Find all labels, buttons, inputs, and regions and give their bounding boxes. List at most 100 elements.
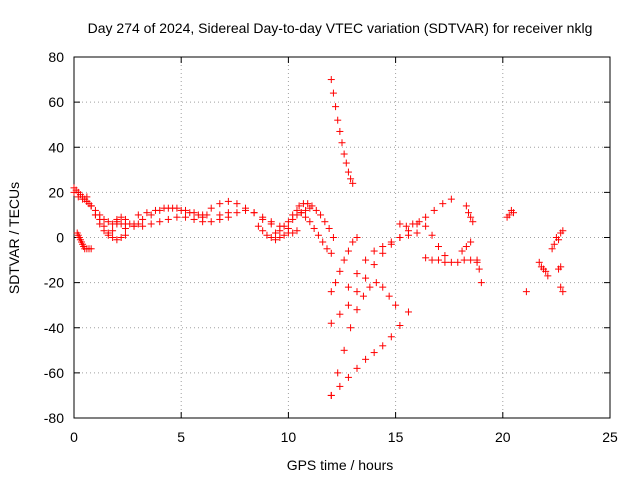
data-point	[347, 324, 355, 332]
data-point	[359, 292, 367, 300]
data-point	[276, 227, 284, 235]
data-point	[280, 222, 288, 230]
data-point	[308, 202, 316, 210]
data-point	[422, 222, 430, 230]
data-point	[447, 195, 455, 203]
data-point	[462, 243, 470, 251]
data-point	[121, 224, 129, 232]
data-point	[353, 306, 361, 314]
tick-labels: 0 5 10 15 20 25 -80 -60 -40 -20 0 20 40 60 80	[44, 49, 618, 445]
data-point	[340, 256, 348, 264]
data-point	[342, 159, 350, 167]
series-pass-q	[327, 308, 412, 399]
data-point	[327, 391, 335, 399]
data-point	[467, 213, 475, 221]
y-tick-label: 40	[48, 139, 64, 155]
series-pass-x	[458, 238, 485, 287]
series-pass-w	[462, 202, 477, 226]
data-point	[117, 234, 125, 241]
data-point	[385, 292, 393, 300]
data-point	[272, 229, 280, 237]
data-point	[396, 234, 404, 241]
data-point	[181, 213, 189, 221]
data-point	[151, 206, 159, 214]
data-point	[284, 218, 292, 226]
data-point	[454, 258, 462, 266]
data-point	[100, 222, 108, 230]
data-point	[224, 209, 232, 217]
data-point	[186, 209, 194, 217]
data-point	[404, 227, 412, 235]
series-pass-f	[113, 213, 232, 230]
data-point	[370, 349, 378, 357]
data-point	[250, 209, 258, 217]
data-point	[306, 218, 314, 226]
data-point	[242, 206, 250, 214]
series-pass-e	[91, 211, 129, 244]
series-pass-v	[422, 254, 481, 266]
series-pass-p	[327, 234, 361, 296]
data-point	[173, 213, 181, 221]
x-axis-label: GPS time / hours	[287, 457, 394, 473]
data-point	[379, 342, 387, 350]
data-point	[550, 240, 558, 248]
data-point	[349, 238, 357, 246]
y-tick-label: 0	[56, 230, 64, 246]
series-pass-d	[83, 193, 142, 239]
data-point	[353, 364, 361, 372]
data-point	[542, 267, 550, 275]
data-point	[113, 236, 121, 244]
data-point	[104, 218, 112, 226]
data-point	[557, 283, 565, 291]
data-point	[254, 222, 262, 230]
data-point	[317, 211, 325, 219]
data-point	[422, 254, 430, 262]
data-point	[353, 288, 361, 296]
series-pass-y	[503, 206, 518, 221]
data-point	[379, 283, 387, 291]
data-point	[404, 308, 412, 316]
data-point	[117, 213, 125, 221]
data-point	[428, 231, 436, 239]
series-pass-t	[344, 195, 455, 291]
data-point	[190, 215, 198, 223]
data-point	[293, 206, 301, 214]
data-points	[70, 76, 567, 399]
data-point	[353, 270, 361, 278]
data-point	[338, 139, 346, 147]
data-point	[327, 288, 335, 296]
data-point	[336, 310, 344, 318]
data-point	[332, 279, 340, 287]
data-point	[310, 224, 318, 232]
data-point	[559, 288, 567, 296]
data-point	[121, 231, 129, 239]
data-point	[314, 231, 322, 239]
data-point	[233, 200, 241, 208]
data-point	[439, 200, 447, 208]
chart-title: Day 274 of 2024, Sidereal Day-to-day VTE…	[88, 20, 593, 36]
x-tick-label: 10	[281, 429, 297, 445]
data-point	[434, 243, 442, 251]
data-point	[319, 238, 327, 246]
data-point	[340, 150, 348, 158]
data-point	[312, 206, 320, 214]
data-point	[327, 319, 335, 327]
data-point	[91, 211, 99, 219]
grid	[74, 57, 610, 418]
data-point	[370, 261, 378, 269]
data-point	[349, 179, 357, 187]
y-tick-label: -40	[44, 320, 64, 336]
data-point	[329, 234, 337, 241]
data-point	[336, 127, 344, 135]
series-pass-j	[216, 206, 292, 232]
data-point	[387, 238, 395, 246]
data-point	[413, 229, 421, 237]
data-point	[199, 211, 207, 219]
data-point	[469, 218, 477, 226]
series-pass-z	[522, 227, 567, 296]
data-point	[139, 222, 147, 230]
data-point	[87, 245, 95, 253]
data-point	[289, 211, 297, 219]
data-point	[362, 274, 370, 282]
y-tick-label: 80	[48, 49, 64, 65]
